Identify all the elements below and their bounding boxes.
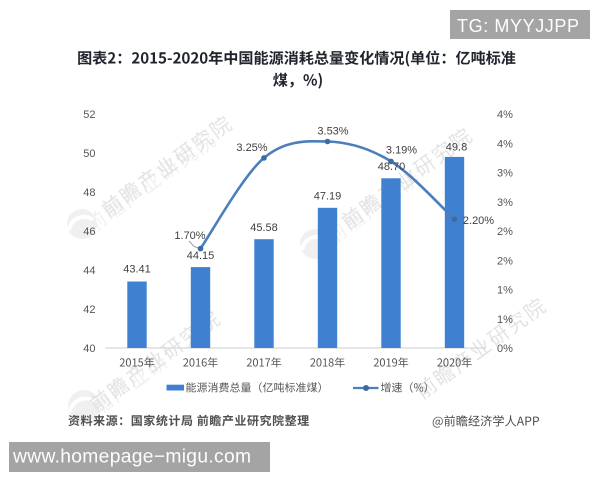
svg-text:1%: 1% [497, 314, 513, 326]
svg-text:3%: 3% [497, 168, 513, 180]
svg-text:43.41: 43.41 [123, 264, 151, 276]
svg-text:50: 50 [83, 148, 95, 160]
svg-text:45.58: 45.58 [250, 222, 278, 234]
svg-text:47.19: 47.19 [314, 191, 342, 203]
svg-text:1%: 1% [497, 285, 513, 297]
svg-text:1.70%: 1.70% [174, 230, 205, 242]
svg-text:4%: 4% [497, 138, 513, 150]
svg-text:4%: 4% [497, 109, 513, 121]
svg-text:44: 44 [83, 265, 95, 277]
svg-text:49.8: 49.8 [446, 142, 467, 154]
svg-text:0%: 0% [497, 343, 513, 355]
svg-text:44.15: 44.15 [187, 250, 215, 262]
svg-text:3%: 3% [497, 197, 513, 209]
svg-text:40: 40 [83, 343, 95, 355]
svg-text:48.70: 48.70 [378, 161, 406, 173]
svg-text:www.homepage−migu.com: www.homepage−migu.com [12, 447, 251, 468]
svg-text:2.20%: 2.20% [463, 215, 494, 227]
svg-text:2%: 2% [497, 226, 513, 238]
svg-text:52: 52 [83, 109, 95, 121]
svg-text:2%: 2% [497, 255, 513, 267]
svg-text:3.25%: 3.25% [236, 142, 267, 154]
svg-text:3.53%: 3.53% [317, 126, 348, 138]
svg-text:TG: MYYJJPP: TG: MYYJJPP [457, 16, 580, 36]
svg-text:42: 42 [83, 304, 95, 316]
svg-text:46: 46 [83, 226, 95, 238]
svg-text:3.19%: 3.19% [386, 145, 417, 157]
svg-text:48: 48 [83, 187, 95, 199]
